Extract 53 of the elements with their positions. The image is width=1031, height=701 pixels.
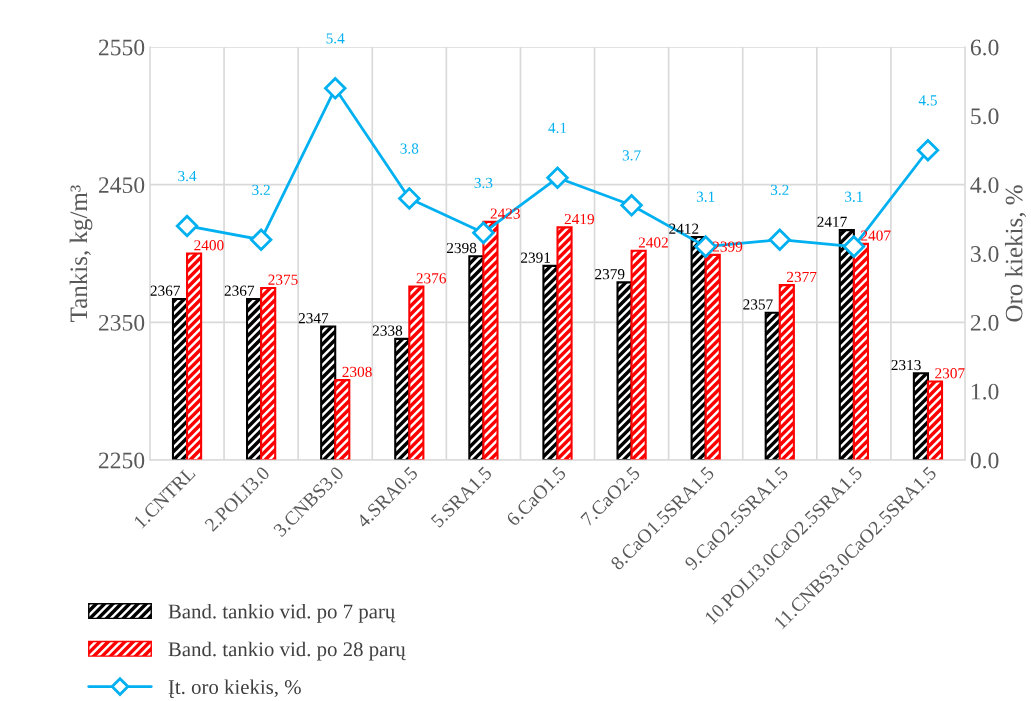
data-label: 2379 (595, 269, 625, 280)
data-label: 3.1 (845, 191, 863, 202)
y-tick-label: 2550 (98, 39, 145, 56)
point (768, 228, 791, 251)
data-label: 4.5 (918, 95, 937, 106)
data-label: 5.4 (326, 33, 345, 44)
data-label: 3.7 (622, 150, 641, 161)
point (546, 166, 569, 189)
data-label: 2377 (787, 271, 817, 283)
data-label: 3.8 (400, 143, 419, 154)
y-tick-label: 2450 (98, 177, 145, 194)
data-label: 4.1 (548, 122, 567, 134)
data-label: 2313 (891, 359, 921, 371)
y2-tick-label: 2.0 (970, 314, 999, 331)
data-label: 2391 (521, 252, 550, 263)
y2-tick-label: 1.0 (971, 383, 999, 400)
y2-tick-label: 0.0 (970, 452, 999, 469)
data-label: 3.4 (178, 170, 197, 182)
y-tick-label: 2350 (98, 314, 145, 331)
data-label: 2367 (150, 285, 181, 296)
point (324, 77, 347, 100)
data-label: 2419 (564, 213, 595, 225)
y-tick-label: 2250 (98, 452, 145, 469)
data-label: 2398 (446, 242, 477, 254)
legend-label: Band. tankio vid. po 28 parų (168, 641, 406, 661)
y-axis-title: Tankis, kg/m³ (69, 185, 93, 322)
y2-axis-title: Oro kiekis, % (1004, 185, 1027, 322)
point (175, 214, 199, 238)
data-label: 2338 (372, 325, 403, 336)
legend-label: Įt. oro kiekis, % (168, 679, 301, 698)
data-label: 3.1 (696, 191, 715, 202)
data-label: 3.2 (252, 184, 270, 196)
data-label: 2357 (743, 299, 773, 310)
y2-tick-label: 3.0 (970, 245, 999, 263)
data-label: 3.3 (474, 177, 493, 189)
point (916, 139, 940, 162)
data-label: 2375 (268, 274, 298, 285)
point (398, 187, 421, 210)
data-label: 2307 (935, 368, 965, 379)
data-label: 2417 (817, 216, 847, 227)
point (249, 228, 273, 251)
legend-label: Band. tankio vid. po 7 parų (168, 603, 396, 623)
y2-tick-label: 6.0 (970, 39, 999, 56)
point (620, 194, 643, 217)
data-label: 3.2 (770, 184, 789, 196)
data-label: 2376 (416, 273, 446, 284)
y2-tick-label: 5.0 (971, 108, 999, 125)
y2-tick-label: 4.0 (970, 177, 999, 194)
data-label: 2402 (638, 237, 668, 248)
data-label: 2347 (298, 313, 329, 324)
data-label: 2400 (194, 240, 224, 251)
data-label: 2367 (224, 285, 255, 296)
data-label: 2308 (342, 366, 372, 378)
